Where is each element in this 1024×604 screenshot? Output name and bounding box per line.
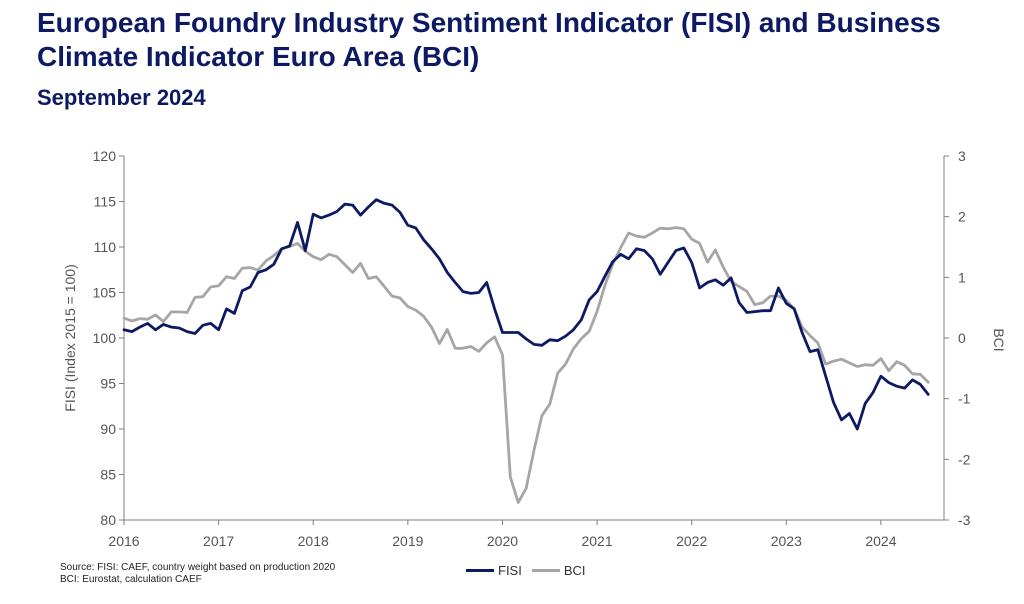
legend-swatch-bci [531, 569, 560, 572]
chart-subtitle: September 2024 [37, 85, 206, 110]
x-tick-label: 2023 [771, 533, 802, 549]
y-left-tick-label: 120 [93, 148, 117, 164]
series-layer [122, 198, 930, 504]
y-left-tick-label: 90 [100, 421, 116, 437]
footnote-bci: BCI: Eurostat, calculation CAEF [60, 574, 202, 585]
y-right-tick-label: -1 [958, 391, 971, 407]
legend-item-bci: BCI [531, 563, 586, 578]
y-axis-left-label: FISI (Index 2015 = 100) [62, 264, 78, 411]
chart-title: European Foundry Industry Sentiment Indi… [37, 7, 941, 72]
y-right-tick-label: 0 [958, 330, 966, 346]
y-left-tick-label: 105 [93, 285, 117, 301]
x-tick-label: 2020 [487, 533, 518, 549]
x-tick-label: 2019 [392, 533, 423, 549]
series-line-bci [122, 226, 930, 504]
y-right-tick-label: 2 [958, 209, 966, 225]
y-left-tick-label: 100 [93, 330, 117, 346]
series-line-fisi [122, 198, 930, 431]
x-tick-label: 2022 [676, 533, 707, 549]
x-tick-label: 2017 [203, 533, 234, 549]
y-axis-right-label: BCI [991, 328, 1007, 351]
y-left-tick-label: 110 [94, 239, 117, 255]
y-left-tick-label: 115 [94, 194, 117, 210]
x-tick-label: 2021 [581, 533, 612, 549]
legend-label-fisi: FISI [498, 563, 522, 578]
legend-label-bci: BCI [563, 563, 586, 578]
y-right-tick-label: -3 [958, 512, 971, 528]
y-left-tick-label: 85 [100, 467, 116, 483]
y-right-tick-label: 3 [958, 148, 966, 164]
x-tick-label: 2016 [108, 533, 139, 549]
y-right-tick-label: -2 [958, 451, 971, 467]
footnote-source: Source: FISI: CAEF, country weight based… [60, 562, 336, 573]
legend-item-fisi: FISI [466, 563, 522, 578]
chart-footnote: Source: FISI: CAEF, country weight based… [60, 562, 335, 586]
y-left-tick-label: 80 [100, 512, 116, 528]
legend-swatch-fisi [466, 569, 494, 572]
x-tick-label: 2024 [865, 533, 896, 549]
y-right-tick-label: 1 [958, 269, 966, 285]
y-left-tick-label: 95 [100, 376, 116, 392]
x-tick-label: 2018 [298, 533, 329, 549]
chart-legend: FISI BCI [466, 563, 586, 578]
chart-axes: 80 85 90 95 100 105 110 115 120 -3 -2 -1 0 1 2 3 2016 201… [62, 148, 1007, 549]
